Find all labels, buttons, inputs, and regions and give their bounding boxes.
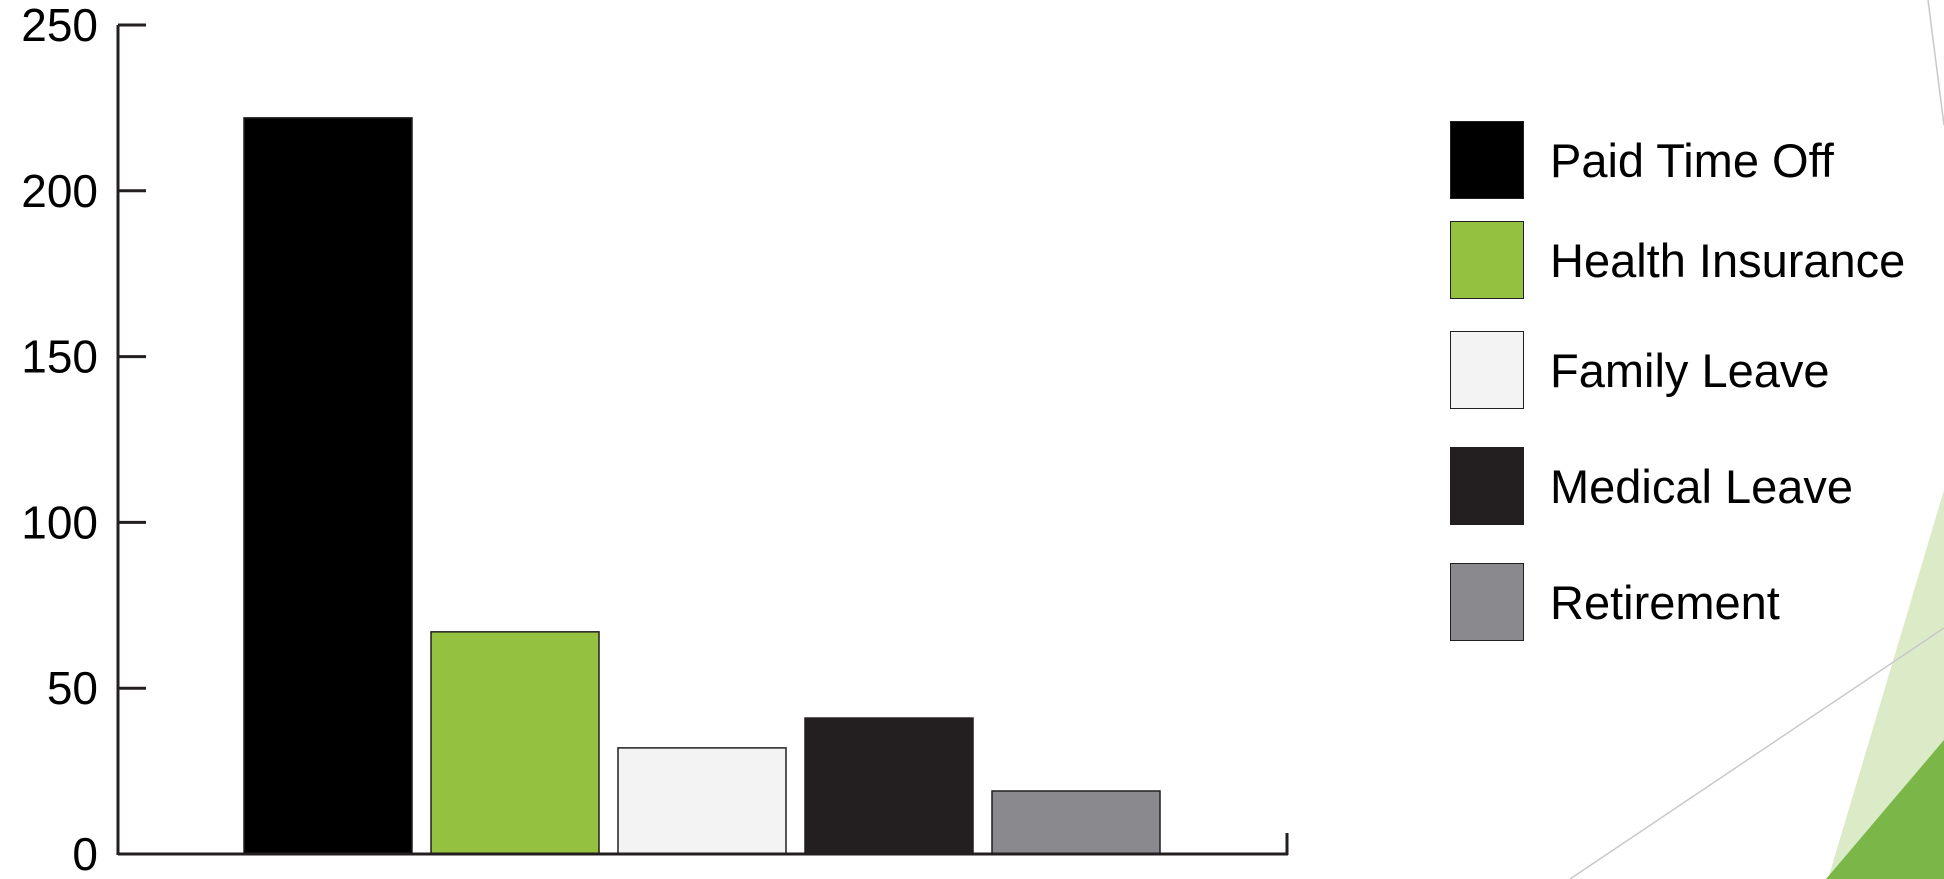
y-tick-label: 50 — [47, 662, 98, 714]
legend-item: Medical Leave — [1450, 446, 1853, 526]
legend-swatch — [1450, 447, 1524, 525]
bar-medical-leave — [804, 717, 974, 855]
legend-label: Health Insurance — [1550, 233, 1906, 287]
legend-item: Health Insurance — [1450, 220, 1905, 300]
y-tick-label: 150 — [21, 331, 98, 383]
legend: Paid Time Off Health Insurance Family Leav… — [1450, 0, 1944, 879]
decor-line-top — [1927, 0, 1944, 126]
bar-health-insurance — [430, 631, 600, 855]
bar-retirement — [991, 790, 1161, 855]
bars — [243, 117, 1161, 855]
legend-label: Retirement — [1550, 575, 1780, 629]
y-tick-label: 100 — [21, 496, 98, 548]
y-tick-label: 200 — [21, 165, 98, 217]
legend-swatch — [1450, 121, 1524, 199]
y-axis-ticks: 0 50 100 150 200 250 — [21, 0, 146, 879]
y-tick-label: 0 — [72, 828, 98, 879]
bar-family-leave — [617, 747, 787, 855]
decor-green-triangle — [1826, 740, 1944, 879]
legend-swatch — [1450, 221, 1524, 299]
y-tick-label: 250 — [21, 0, 98, 51]
legend-item: Paid Time Off — [1450, 120, 1834, 200]
decor-line-diagonal — [1569, 627, 1944, 879]
legend-swatch — [1450, 331, 1524, 409]
legend-label: Paid Time Off — [1550, 133, 1834, 187]
legend-item: Family Leave — [1450, 330, 1830, 410]
legend-item: Retirement — [1450, 562, 1780, 642]
bar-paid-time-off — [243, 117, 413, 855]
legend-label: Family Leave — [1550, 343, 1830, 397]
legend-swatch — [1450, 563, 1524, 641]
legend-label: Medical Leave — [1550, 459, 1854, 513]
